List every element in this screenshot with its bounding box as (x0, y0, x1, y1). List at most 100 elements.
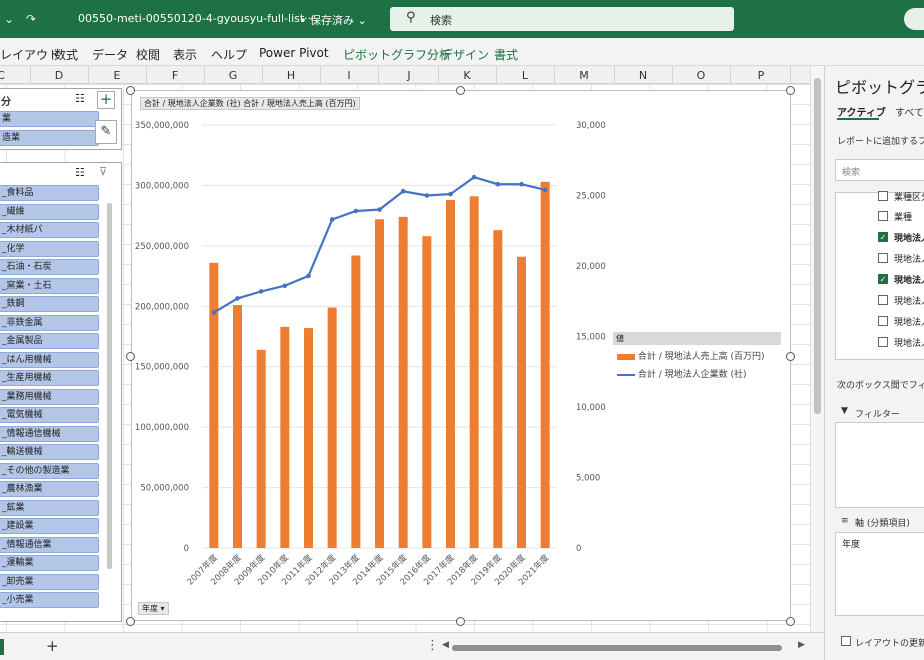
column-header[interactable]: M (579, 69, 589, 82)
slicer-item[interactable]: _食料品 (0, 185, 99, 201)
axis-drop-area[interactable]: 年度 (835, 532, 924, 616)
more-options-icon[interactable]: ⋮ (426, 638, 439, 653)
legend-item-line[interactable]: 合計 / 現地法人企業数 (社) (617, 367, 747, 380)
axis-field-button[interactable]: 年度 ▾ (138, 602, 169, 615)
slicer-item[interactable]: _木材紙パ (0, 222, 99, 238)
scroll-left-icon[interactable]: ◀ (442, 640, 449, 650)
save-status[interactable]: • 保存済み ⌄ (300, 14, 367, 27)
tab-format[interactable]: 書式 (494, 48, 519, 62)
field-list[interactable]: 業種区分 業種 ✓ 現地法人企 現地法人売 ✓ 現地法人売 現地法人異 現地法人… (835, 191, 924, 360)
add-icon[interactable]: + (97, 91, 115, 109)
tab-review[interactable]: 校閲 (136, 48, 161, 62)
column-header[interactable]: E (113, 69, 121, 82)
add-sheet-button[interactable]: + (46, 637, 59, 655)
field-checkbox[interactable] (878, 337, 888, 347)
slicer-item[interactable]: _石油・石炭 (0, 259, 99, 275)
active-sheet-marker[interactable] (0, 639, 4, 655)
resize-handle[interactable] (456, 86, 465, 95)
search-box[interactable]: ⚲ 検索 (390, 7, 734, 31)
scroll-right-icon[interactable]: ▶ (798, 640, 805, 650)
field-checkbox[interactable] (878, 316, 888, 326)
slicer-item[interactable]: _非鉄金属 (0, 315, 99, 331)
column-header[interactable]: N (638, 69, 648, 82)
tab-design[interactable]: デザイン (441, 48, 490, 62)
column-header[interactable]: G (228, 69, 238, 82)
column-header[interactable]: C (0, 69, 5, 82)
defer-update-checkbox[interactable] (841, 636, 851, 646)
resize-handle[interactable] (456, 617, 465, 626)
chart-field-button[interactable]: 合計 / 現地法人企業数 (社) 合計 / 現地法人売上高 (百万円) (140, 97, 360, 110)
slicer-item[interactable]: _情報通信業 (0, 537, 99, 553)
slicer-item[interactable]: _農林漁業 (0, 481, 99, 497)
tab-active[interactable]: アクティブ (837, 108, 886, 119)
resize-handle[interactable] (126, 352, 135, 361)
slicer-item[interactable]: 造業 (0, 130, 99, 146)
legend-item-bar[interactable]: 合計 / 現地法人売上高 (百万円) (617, 349, 765, 362)
tab-view[interactable]: 表示 (173, 48, 198, 62)
slicer-industry[interactable]: ☷ ⊽ _食料品 _繊維 _木材紙パ _化学 _石油・石炭 _窯業・土石 _鉄鋼… (0, 162, 122, 622)
tab-power-pivot[interactable]: Power Pivot (259, 46, 329, 60)
quick-access-chevron-icon[interactable]: ⌄ (4, 12, 15, 26)
slicer-item[interactable]: _生産用機械 (0, 370, 99, 386)
column-header[interactable]: J (407, 69, 411, 82)
field-checkbox[interactable] (878, 295, 888, 305)
field-search-input[interactable]: 検索 (835, 159, 924, 181)
resize-handle[interactable] (786, 86, 795, 95)
slicer-item[interactable]: _卸売業 (0, 574, 99, 590)
slicer-item[interactable]: _金属製品 (0, 333, 99, 349)
slicer-item[interactable]: _窯業・土石 (0, 278, 99, 294)
tab-data[interactable]: データ (92, 48, 129, 62)
slicer-item[interactable]: _業務用機械 (0, 389, 99, 405)
vertical-scroll-thumb[interactable] (814, 78, 821, 414)
legend-title[interactable]: 値 (613, 332, 781, 345)
slicer-item[interactable]: _建設業 (0, 518, 99, 534)
account-avatar[interactable] (904, 8, 924, 30)
field-checkbox[interactable] (878, 211, 888, 221)
field-checkbox[interactable] (878, 191, 888, 201)
pivot-chart[interactable]: 0 50,000,000 100,000,000 150,000,000 200,000… (131, 90, 791, 621)
column-header[interactable]: K (463, 69, 471, 82)
field-checkbox-checked[interactable]: ✓ (878, 274, 888, 284)
tab-page-layout[interactable]: レイアウト (0, 48, 61, 62)
resize-handle[interactable] (126, 617, 135, 626)
column-header[interactable]: P (757, 69, 765, 82)
slicer-item[interactable]: _鉱業 (0, 500, 99, 516)
slicer-scrollbar[interactable] (107, 203, 112, 569)
filter-drop-area[interactable] (835, 422, 924, 508)
horizontal-scroll-thumb[interactable] (452, 645, 782, 651)
column-header[interactable]: F (171, 69, 179, 82)
slicer-category[interactable]: 分 ☷ + 業 造業 ✎ (0, 88, 122, 150)
column-header[interactable]: H (286, 69, 296, 82)
tab-help[interactable]: ヘルプ (211, 48, 248, 62)
slicer-item[interactable]: _電気機械 (0, 407, 99, 423)
column-header[interactable]: O (696, 69, 706, 82)
slicer-item[interactable]: _運輸業 (0, 555, 99, 571)
slicer-item[interactable]: _小売業 (0, 592, 99, 608)
clear-filter-icon[interactable]: ⊽ (99, 165, 108, 178)
file-name[interactable]: 00550-meti-00550120-4-gyousyu-full-list·… (78, 12, 315, 25)
slicer-item[interactable]: _輸送機械 (0, 444, 99, 460)
multi-select-icon[interactable]: ☷ (75, 166, 85, 179)
axis-field-chip[interactable]: 年度 (842, 540, 861, 550)
resize-handle[interactable] (786, 352, 795, 361)
multi-select-icon[interactable]: ☷ (75, 92, 85, 105)
tab-pivotchart-analyze[interactable]: ピボットグラフ分析 (343, 48, 452, 62)
slicer-item[interactable]: _はん用機械 (0, 352, 99, 368)
column-header[interactable]: D (54, 69, 64, 82)
slicer-item[interactable]: _情報通信機械 (0, 426, 99, 442)
tab-all[interactable]: すべて (895, 108, 924, 119)
column-header[interactable]: I (347, 69, 351, 82)
field-checkbox-checked[interactable]: ✓ (878, 232, 888, 242)
vertical-scrollbar[interactable] (810, 66, 824, 632)
brush-icon[interactable]: ✎ (95, 120, 117, 144)
slicer-item[interactable]: _化学 (0, 241, 99, 257)
column-header[interactable]: L (521, 69, 529, 82)
tab-formulas[interactable]: 数式 (54, 48, 79, 62)
slicer-item[interactable]: _繊維 (0, 204, 99, 220)
slicer-item[interactable]: 業 (0, 111, 99, 127)
slicer-item[interactable]: _鉄鋼 (0, 296, 99, 312)
redo-icon[interactable]: ↷ (26, 12, 37, 26)
slicer-item[interactable]: _その他の製造業 (0, 463, 99, 479)
resize-handle[interactable] (126, 86, 135, 95)
field-checkbox[interactable] (878, 253, 888, 263)
